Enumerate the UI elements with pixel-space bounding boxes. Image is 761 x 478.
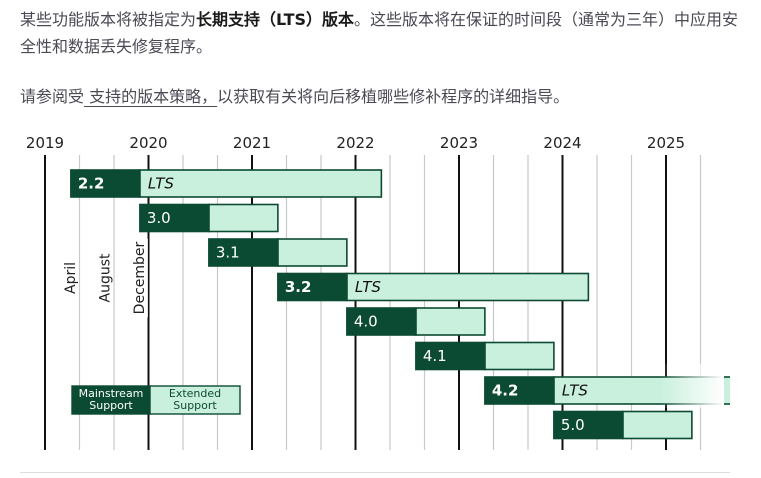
mainstream-support-bar (70, 169, 141, 198)
extended-support-bar (622, 410, 693, 440)
version-label: 5.0 (561, 416, 585, 434)
lts-label: LTS (562, 382, 589, 400)
month-label: August (97, 253, 113, 303)
version-label: 3.0 (147, 209, 171, 227)
version-label: 3.2 (285, 278, 312, 296)
divider (20, 472, 730, 473)
supported-versions-policy-link[interactable]: 支持的版本策略， (84, 87, 218, 106)
year-label: 2024 (543, 134, 581, 152)
intro-paragraph: 某些功能版本将被指定为长期支持（LTS）版本。这些版本将在保证的时间段（通常为三… (20, 6, 740, 60)
month-label-bg (97, 250, 114, 306)
policy-paragraph: 请参阅受 支持的版本策略，以获取有关将向后移植哪些修补程序的详细指导。 (20, 83, 569, 110)
version-label: 4.1 (423, 347, 447, 365)
extended-support-bar (415, 307, 486, 336)
policy-text: 请参阅受 (20, 87, 85, 106)
extended-support-bar (484, 341, 555, 371)
mainstream-support-bar (277, 272, 348, 302)
legend-mainstream-label: Mainstream (79, 387, 144, 400)
year-label: 2020 (129, 134, 167, 152)
lts-emphasis: 长期支持（LTS）版本 (196, 10, 355, 29)
year-label: 2025 (647, 134, 685, 152)
mainstream-support-bar (346, 307, 417, 336)
month-label: December (132, 241, 148, 314)
lts-label: LTS (355, 278, 382, 296)
year-label: 2021 (233, 134, 271, 152)
extended-support-bar (139, 169, 383, 198)
legend-mainstream-swatch (71, 385, 151, 415)
intro-text: 某些功能版本将被指定为 (20, 10, 197, 29)
version-label: 4.0 (354, 313, 378, 331)
mainstream-support-bar (139, 203, 210, 233)
extended-support-bar (208, 203, 279, 233)
legend-extended-swatch (149, 385, 241, 415)
version-label: 2.2 (78, 175, 105, 193)
month-label: April (63, 262, 79, 294)
mainstream-support-bar (553, 410, 624, 440)
extended-support-bar (277, 238, 348, 267)
month-label-bg (131, 238, 148, 318)
lts-label: LTS (148, 175, 175, 193)
mainstream-support-bar (208, 238, 279, 267)
year-label: 2023 (440, 134, 478, 152)
year-label: 2022 (336, 134, 374, 152)
legend-extended-label: Support (173, 399, 217, 412)
version-label: 4.2 (492, 382, 519, 400)
intro-text-rest: 。这些版本将在保证的时间段（通常为三年）中应用安全性和数据丢失修复程序。 (20, 10, 739, 56)
year-label: 2019 (26, 134, 64, 152)
legend-mainstream-label: Support (89, 399, 133, 412)
month-label-bg (62, 259, 79, 297)
legend-extended-label: Extended (169, 387, 221, 400)
version-label: 3.1 (216, 244, 240, 262)
mainstream-support-bar (484, 376, 555, 405)
extended-support-bar (346, 272, 590, 302)
policy-text-rest: 以获取有关将向后移植哪些修补程序的详细指导。 (217, 87, 570, 106)
release-roadmap-chart: 2019 2020 2021 2022 2023 2024 2025 April August… (26, 134, 730, 450)
mainstream-support-bar (415, 341, 486, 371)
fade-overlay (660, 364, 724, 408)
